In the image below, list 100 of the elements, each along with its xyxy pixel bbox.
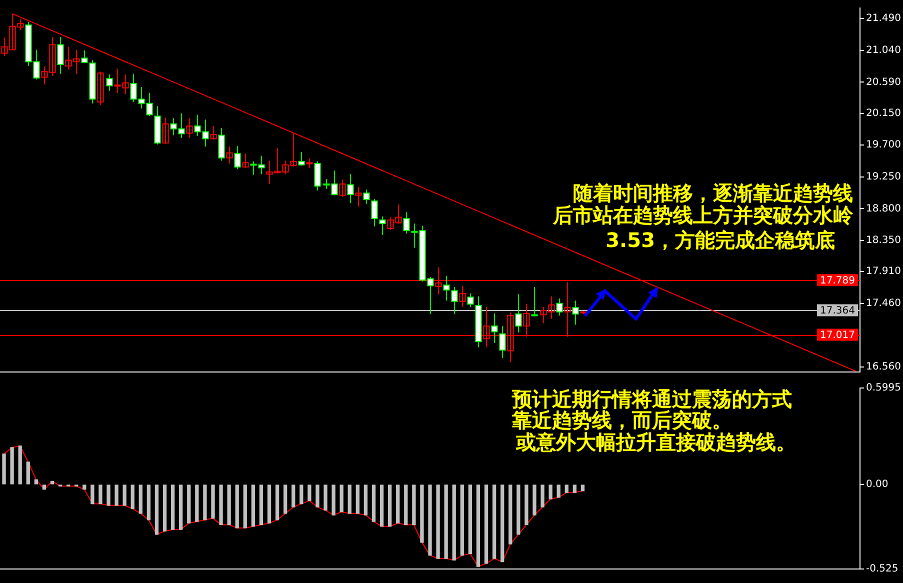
annotation: 或意外大幅拉升直接破趋势线。 [515,430,796,454]
bar [452,484,456,560]
y-tick-label: 21.490 [866,13,901,24]
bar [564,484,568,493]
bar [42,484,46,490]
bar [235,484,239,528]
bar [138,484,142,514]
candlestick [186,118,193,139]
candlestick [226,146,233,164]
bar [412,484,416,526]
bar [444,484,448,559]
candlestick [459,285,466,308]
bar [436,484,440,559]
candlestick [97,71,104,106]
annotation: 靠近趋势线，而后突破。 [511,408,732,432]
bar [572,484,577,493]
bar [283,484,288,514]
bar [227,484,231,526]
bar [428,484,432,556]
y-tick-label: 19.250 [866,172,901,183]
bar [516,484,520,535]
bar [195,484,199,522]
bar [540,484,544,508]
bar [340,484,344,512]
bar [50,480,54,484]
bar [396,484,400,524]
bar [98,484,102,504]
bar [508,484,512,544]
y-tick-label: 21.040 [866,45,901,56]
bar [106,484,110,506]
bar [460,484,464,556]
bar [372,484,376,522]
bar [292,484,296,508]
bar [556,484,560,498]
bar [356,484,360,514]
bar [219,484,223,526]
bar [420,484,424,543]
y-tick-label: 0.5995 [866,382,901,394]
annotation: 3.53，方能完成企稳筑底 [606,228,835,252]
bar [364,484,368,516]
y-tick-label: 18.800 [866,203,901,214]
bar [388,484,392,527]
y-tick-label: -0.525 [866,564,898,575]
bar [348,484,352,514]
bar [476,484,480,567]
y-tick-label: 16.560 [866,362,901,373]
ref-line-label: 17.364 [820,305,855,316]
bar [203,484,207,520]
bar [300,484,304,504]
y-tick-label: 18.350 [866,235,901,246]
y-tick-label: 17.910 [866,266,901,278]
bar [154,484,159,535]
bar [580,484,585,492]
bar [275,484,280,520]
bar [251,484,256,527]
bar [500,484,504,562]
bar [10,447,14,484]
bar [130,484,134,509]
bar [34,479,38,484]
bar [484,484,488,564]
bar [170,484,175,530]
bar [18,446,22,484]
bar [243,484,247,528]
bar [492,484,496,559]
bar [404,484,408,526]
bar [2,454,6,484]
y-tick-label: 20.150 [866,108,901,119]
bar [26,462,30,484]
bar [548,484,552,500]
bar [259,484,264,526]
y-tick-label: 0.00 [866,479,888,490]
bar [332,484,336,516]
candlestick [210,126,217,140]
y-tick-label: 20.590 [866,76,901,88]
candlestick [355,186,362,208]
bar [122,484,126,506]
ref-line-label: 17.789 [820,275,855,286]
y-tick-label: 17.460 [866,298,901,310]
bar [90,484,94,504]
y-tick-label: 19.700 [866,140,901,151]
candlestick [162,117,169,144]
bar [324,484,328,511]
bar [267,484,272,524]
bar [316,484,320,508]
bar [468,484,472,554]
candlestick [339,179,346,198]
bar [532,484,536,516]
bar [308,484,312,501]
candlestick [306,158,313,168]
bar [211,484,215,519]
bar [146,484,151,520]
bar [162,484,167,532]
bar [524,484,528,526]
bar [187,484,191,524]
bar [114,484,118,506]
bar [380,484,384,527]
bar [82,484,86,490]
ref-line-label: 17.017 [820,330,855,341]
candlestick [242,153,249,168]
annotation: 随着时间推移，逐渐靠近趋势线 [573,181,853,206]
